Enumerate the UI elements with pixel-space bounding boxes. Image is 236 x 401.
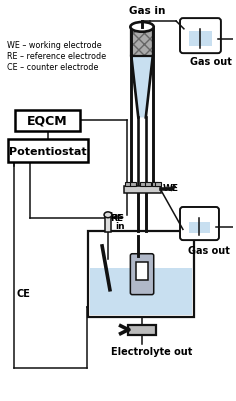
Bar [189,222,210,234]
Text: RE – reference electrode: RE – reference electrode [7,52,106,61]
Polygon shape [131,57,153,118]
Bar [126,182,131,186]
FancyBboxPatch shape [130,254,154,295]
Text: Gas in: Gas in [129,6,165,16]
Bar [128,325,156,335]
Bar [152,182,158,186]
FancyBboxPatch shape [180,207,219,241]
Text: Gas out: Gas out [188,245,230,255]
Text: Electrolyte out: Electrolyte out [111,346,193,356]
Text: Gas
in: Gas in [106,211,125,231]
Bar [90,269,192,315]
Text: CE – counter electrode: CE – counter electrode [7,63,98,72]
FancyBboxPatch shape [180,19,221,54]
Bar [131,28,153,57]
Text: WE: WE [163,184,178,192]
Ellipse shape [130,23,154,32]
Bar [145,182,151,186]
Bar [136,263,148,280]
Bar [105,215,111,233]
Bar [123,186,160,194]
FancyBboxPatch shape [16,110,80,132]
Bar [155,182,160,186]
Text: CE: CE [17,288,30,298]
Text: WE – working electrode: WE – working electrode [7,41,101,51]
Bar [131,28,153,57]
Text: Gas out: Gas out [190,57,232,67]
Bar [130,182,136,186]
Bar [88,232,194,317]
Bar [140,182,146,186]
Text: RE: RE [110,213,123,222]
Text: Potentiostat: Potentiostat [9,146,86,156]
FancyBboxPatch shape [8,140,88,163]
Ellipse shape [104,213,112,218]
Bar [189,32,212,47]
Text: EQCM: EQCM [27,115,68,128]
